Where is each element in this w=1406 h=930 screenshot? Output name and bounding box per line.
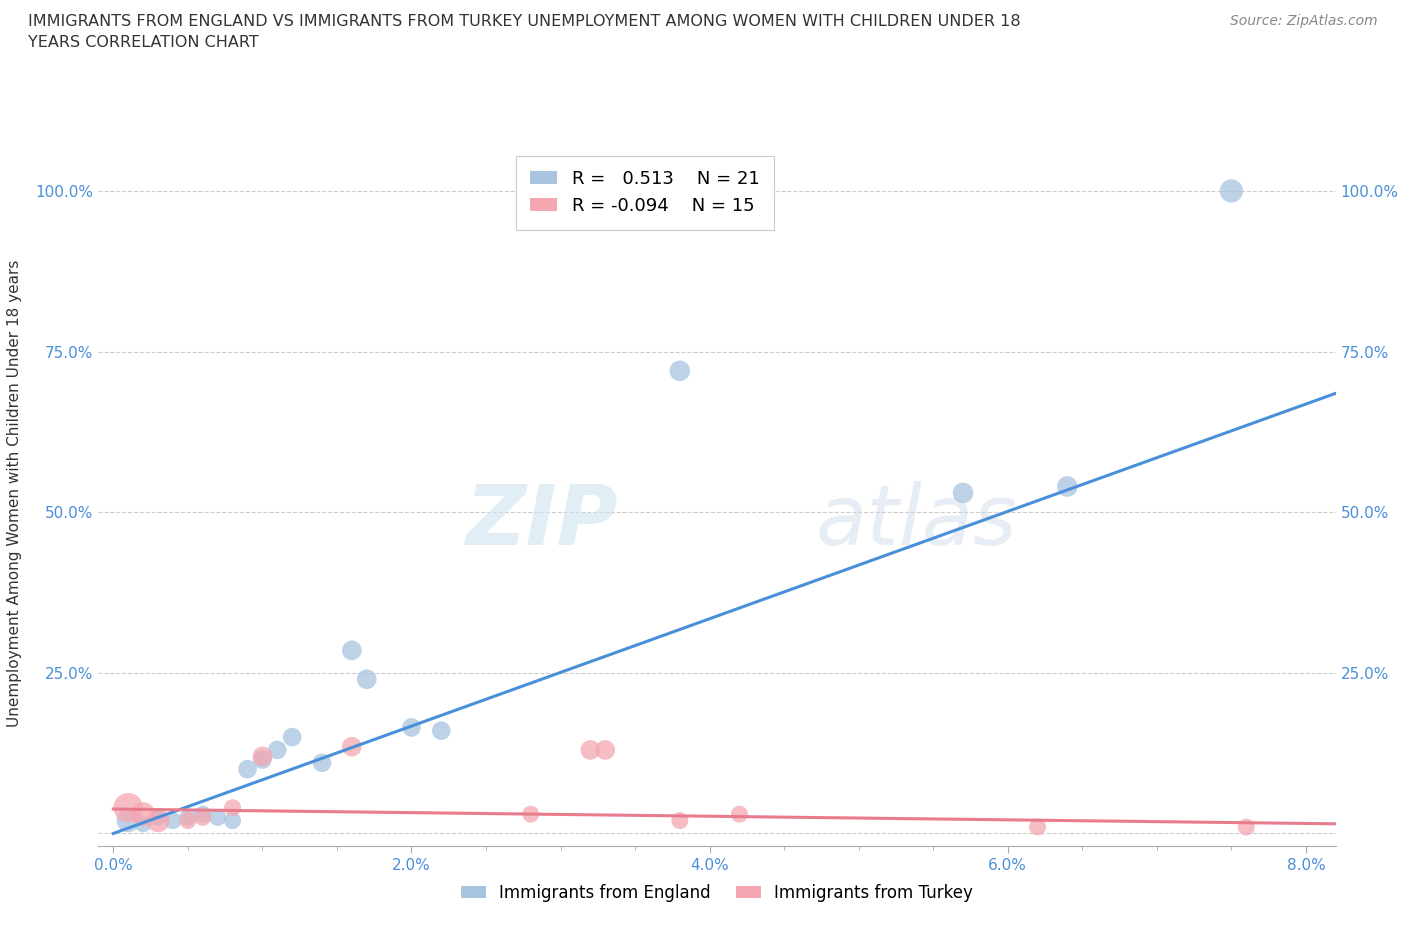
- Text: Source: ZipAtlas.com: Source: ZipAtlas.com: [1230, 14, 1378, 28]
- Point: [177, 810, 200, 825]
- Point: [162, 813, 184, 828]
- Point: [952, 485, 974, 500]
- Text: IMMIGRANTS FROM ENGLAND VS IMMIGRANTS FROM TURKEY UNEMPLOYMENT AMONG WOMEN WITH : IMMIGRANTS FROM ENGLAND VS IMMIGRANTS FR…: [28, 14, 1021, 29]
- Point: [252, 752, 274, 767]
- Point: [146, 810, 169, 825]
- Point: [593, 742, 616, 757]
- Point: [191, 810, 214, 825]
- Point: [579, 742, 602, 757]
- Point: [221, 813, 243, 828]
- Point: [146, 813, 169, 828]
- Point: [430, 724, 453, 738]
- Point: [340, 739, 363, 754]
- Y-axis label: Unemployment Among Women with Children Under 18 years: Unemployment Among Women with Children U…: [7, 259, 21, 726]
- Point: [1026, 819, 1049, 834]
- Point: [236, 762, 259, 777]
- Legend: Immigrants from England, Immigrants from Turkey: Immigrants from England, Immigrants from…: [454, 877, 980, 909]
- Text: YEARS CORRELATION CHART: YEARS CORRELATION CHART: [28, 35, 259, 50]
- Point: [207, 810, 229, 825]
- Point: [356, 671, 378, 686]
- Point: [132, 817, 155, 831]
- Point: [401, 720, 423, 735]
- Point: [519, 806, 541, 821]
- Point: [266, 742, 288, 757]
- Text: ZIP: ZIP: [465, 481, 619, 562]
- Point: [132, 806, 155, 821]
- Point: [728, 806, 751, 821]
- Point: [117, 813, 139, 828]
- Point: [311, 755, 333, 770]
- Text: atlas: atlas: [815, 481, 1018, 562]
- Point: [221, 801, 243, 816]
- Point: [1220, 183, 1243, 198]
- Point: [340, 643, 363, 658]
- Point: [177, 813, 200, 828]
- Point: [117, 801, 139, 816]
- Point: [1234, 819, 1257, 834]
- Point: [281, 730, 304, 745]
- Point: [191, 806, 214, 821]
- Point: [668, 364, 690, 379]
- Point: [252, 749, 274, 764]
- Point: [668, 813, 690, 828]
- Point: [1056, 479, 1078, 494]
